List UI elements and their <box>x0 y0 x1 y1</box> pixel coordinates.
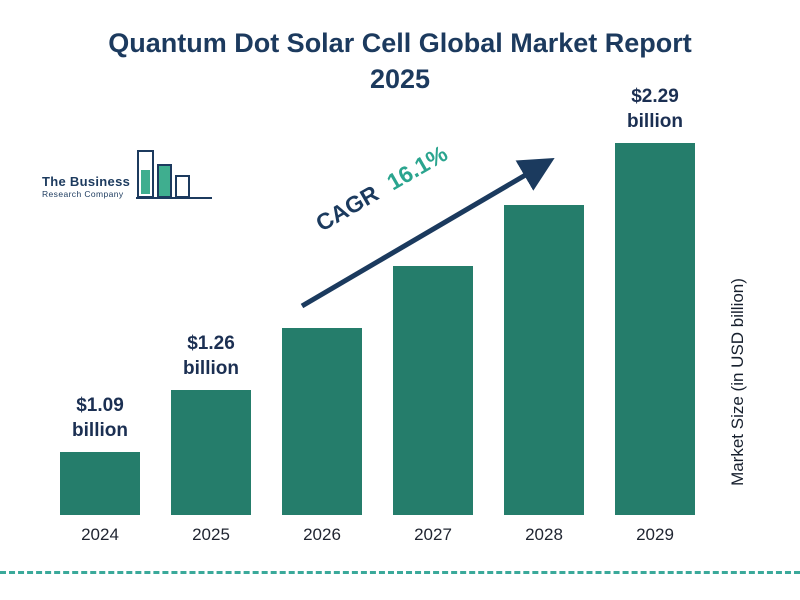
x-axis-tick: 2027 <box>414 525 452 544</box>
bar-2024 <box>60 452 140 515</box>
bar-column-2024: $1.09 billion 2024 <box>60 393 140 545</box>
bar-2029 <box>615 143 695 515</box>
page-title: Quantum Dot Solar Cell Global Market Rep… <box>0 26 800 97</box>
bar-value-label: $1.09 billion <box>72 394 128 442</box>
x-axis-tick: 2029 <box>636 525 674 544</box>
logo-subname: Research Company <box>42 189 124 199</box>
bar-column-2025: $1.26 billion 2025 <box>171 331 251 545</box>
bar-value-label: $2.29 billion <box>627 85 683 133</box>
bottom-dashed-divider <box>0 571 800 574</box>
bar-chart: $1.09 billion 2024 $1.26 billion 2025 20… <box>60 84 695 545</box>
title-line-2: 2025 <box>369 63 431 94</box>
x-axis-tick: 2026 <box>303 525 341 544</box>
bar-2025 <box>171 390 251 515</box>
logo-bars-icon <box>136 148 214 209</box>
bar-column-2027: 2027 <box>393 258 473 545</box>
x-axis-tick: 2025 <box>192 525 230 544</box>
x-axis-tick: 2028 <box>525 525 563 544</box>
logo-text: The Business Research Company <box>42 174 130 209</box>
bar-value-label: $1.26 billion <box>183 332 239 380</box>
bar-column-2026: 2026 <box>282 320 362 545</box>
bar-column-2029: $2.29 billion 2029 <box>615 84 695 545</box>
bar-2028 <box>504 205 584 515</box>
bar-2026 <box>282 328 362 515</box>
logo-name: The Business <box>42 174 131 189</box>
title-line-1: Quantum Dot Solar Cell Global Market Rep… <box>108 28 692 58</box>
x-axis-tick: 2024 <box>81 525 119 544</box>
y-axis-label: Market Size (in USD billion) <box>728 278 747 486</box>
bar-column-2028: 2028 <box>504 197 584 545</box>
company-logo: The Business Research Company <box>42 148 214 209</box>
bar-2027 <box>393 266 473 515</box>
